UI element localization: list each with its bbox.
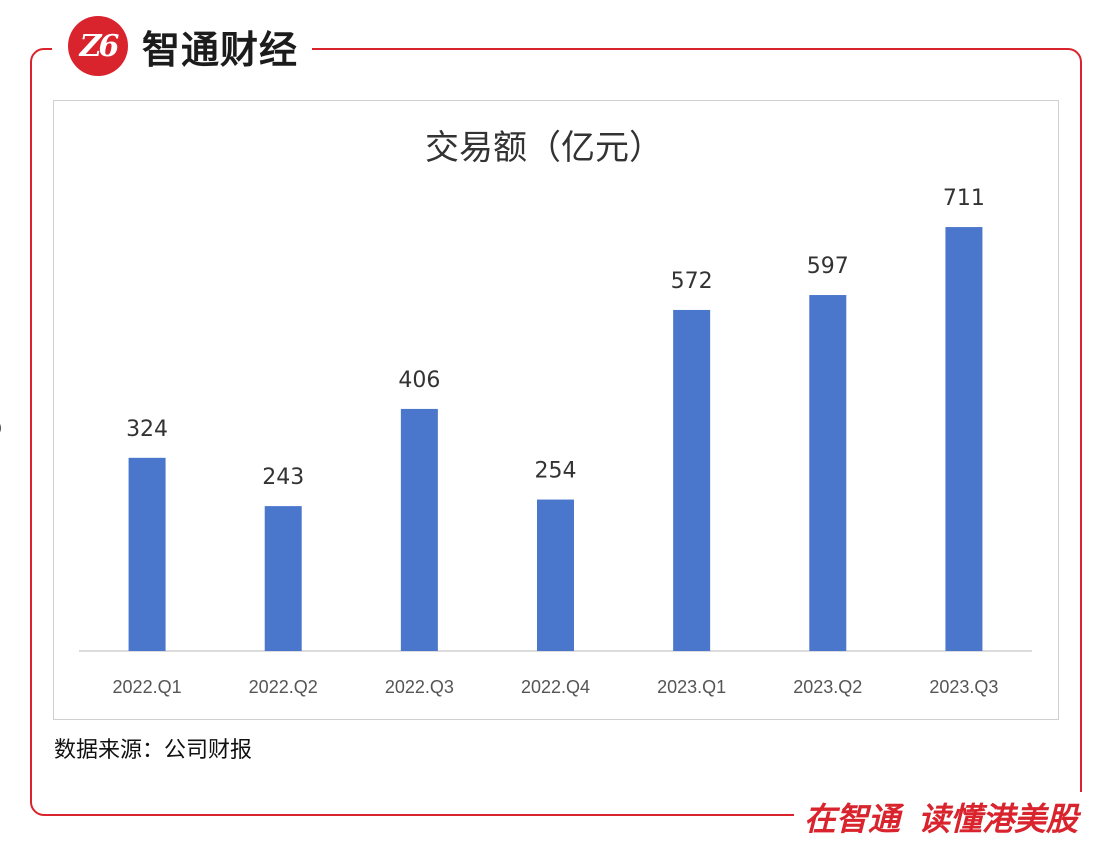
- data-label-2022.Q1: 324: [126, 417, 168, 442]
- tick-label-2022.Q2: 2022.Q2: [249, 677, 318, 697]
- bar-2023.Q3: [945, 227, 983, 651]
- outer-frame: [30, 48, 1082, 816]
- slogan: 在智通 读懂港美股: [793, 792, 1088, 842]
- tick-label-2022.Q1: 2022.Q1: [113, 677, 182, 697]
- edge-mark: ): [0, 418, 2, 437]
- data-label-2022.Q4: 254: [535, 459, 577, 484]
- bar-2022.Q2: [264, 506, 302, 651]
- data-label-2022.Q2: 243: [262, 465, 304, 490]
- slogan-part-1: 在智通: [803, 800, 900, 838]
- tick-label-2023.Q2: 2023.Q2: [793, 677, 862, 697]
- slogan-part-2: 读懂港美股: [917, 800, 1078, 838]
- tick-label-2023.Q1: 2023.Q1: [657, 677, 726, 697]
- data-label-2022.Q3: 406: [398, 368, 440, 393]
- chart-title: 交易额（亿元）: [425, 128, 663, 168]
- bar-chart: 交易额（亿元） 324 2022.Q1 243 2022.Q2 406 2022.Q3 254…: [79, 128, 1032, 697]
- data-label-2023.Q3: 711: [943, 186, 985, 211]
- data-label-2023.Q2: 597: [807, 254, 849, 279]
- bar-2023.Q1: [673, 309, 711, 651]
- data-label-2023.Q1: 572: [671, 269, 713, 294]
- brand-header: Z6 智通财经: [52, 4, 313, 88]
- tick-label-2022.Q4: 2022.Q4: [521, 677, 590, 697]
- brand-logo-text: Z6: [79, 28, 120, 64]
- tick-label-2022.Q3: 2022.Q3: [385, 677, 454, 697]
- chart-panel: 交易额（亿元） 324 2022.Q1 243 2022.Q2 406 2022.Q3 254…: [53, 100, 1059, 720]
- bar-2023.Q2: [809, 295, 847, 651]
- bar-2022.Q1: [128, 457, 166, 651]
- brand-name: 智通财经: [142, 27, 299, 72]
- source-note: 数据来源：公司财报: [54, 738, 253, 763]
- brand-logo-icon: Z6: [68, 16, 128, 76]
- bar-2022.Q4: [537, 499, 574, 651]
- tick-label-2023.Q3: 2023.Q3: [929, 677, 998, 697]
- bar-2022.Q3: [400, 408, 438, 651]
